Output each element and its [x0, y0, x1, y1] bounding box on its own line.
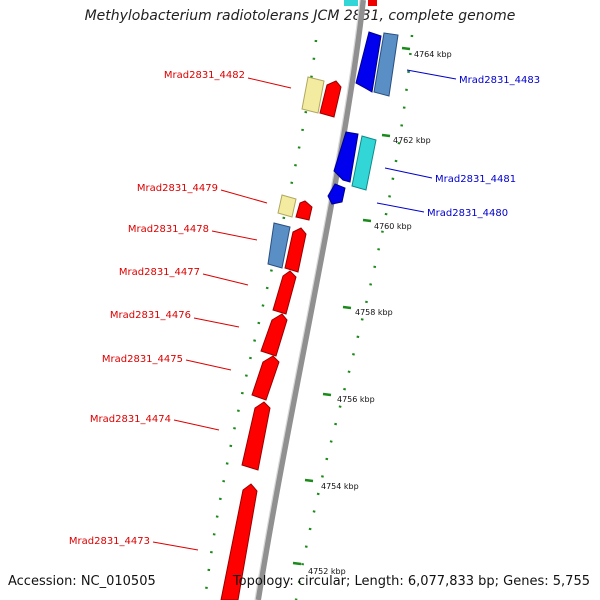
label-connector: [406, 69, 457, 80]
outer-tick-track: [294, 34, 414, 600]
scale-tick: [401, 46, 411, 51]
gene-label-reverse: Mrad2831_4481: [435, 174, 516, 185]
cyan-gene-4481: [351, 135, 377, 191]
label-connector: [152, 541, 199, 551]
gene-label-reverse: Mrad2831_4483: [459, 75, 540, 86]
cyan-gene-partial: [344, 0, 358, 6]
red-cds-4474: [241, 401, 271, 471]
label-connector: [384, 167, 433, 179]
gene-label-forward: Mrad2831_4474: [90, 414, 171, 425]
gene-label-forward: Mrad2831_4473: [69, 536, 150, 547]
label-connector: [376, 202, 425, 213]
gene-label-forward: Mrad2831_4475: [102, 354, 183, 365]
accession-text: Accession: NC_010505: [8, 574, 156, 589]
red-cds-4476: [260, 313, 288, 357]
scale-label: 4764 kbp: [414, 50, 452, 59]
red-cds-4473: [220, 483, 258, 600]
scale-tick: [342, 305, 352, 310]
blue-cds-4483a: [355, 31, 382, 93]
scale-label: 4756 kbp: [337, 395, 375, 404]
pale-yellow-gene-4482: [301, 76, 325, 114]
topology-text: Topology: circular; Length: 6,077,833 bp…: [232, 574, 590, 589]
scale-tick: [322, 392, 332, 397]
scale-label: 4760 kbp: [374, 222, 412, 231]
red-cds-4482: [319, 80, 342, 118]
label-connector: [202, 273, 249, 286]
gene-label-forward: Mrad2831_4478: [128, 224, 209, 235]
label-connector: [211, 230, 258, 241]
label-connector: [247, 77, 292, 89]
gene-label-reverse: Mrad2831_4480: [427, 208, 508, 219]
scale-label: 4754 kbp: [321, 482, 359, 491]
scale-label: 4752 kbp: [308, 567, 346, 576]
label-connector: [193, 317, 240, 328]
inner-tick-track: [203, 39, 318, 600]
scale-tick: [362, 218, 372, 223]
pale-yellow-gene-4479: [277, 194, 297, 218]
scale-tick: [381, 133, 391, 138]
steel-blue-gene-4478: [267, 222, 291, 269]
gene-label-forward: Mrad2831_4482: [164, 70, 245, 81]
blue-cds-4481: [333, 131, 359, 183]
red-cds-4478: [284, 227, 307, 273]
red-cds-4475: [251, 355, 280, 401]
scale-tick: [292, 561, 302, 566]
gene-label-forward: Mrad2831_4479: [137, 183, 218, 194]
genome-backbone-highlight: [254, 0, 361, 600]
gene-label-forward: Mrad2831_4477: [119, 267, 200, 278]
scale-label: 4758 kbp: [355, 308, 393, 317]
label-connector: [185, 359, 232, 371]
scale-tick: [304, 478, 314, 483]
scale-label: 4762 kbp: [393, 136, 431, 145]
map-title: Methylobacterium radiotolerans JCM 2831,…: [84, 8, 516, 24]
red-cds-partial: [368, 0, 377, 6]
red-cds-4477: [272, 270, 297, 315]
blue-cds-4480: [327, 183, 346, 205]
genome-backbone: [255, 0, 366, 600]
steel-blue-gene-4483: [373, 32, 399, 97]
gene-label-forward: Mrad2831_4476: [110, 310, 191, 321]
label-connector: [220, 189, 268, 204]
red-cds-4479: [295, 200, 313, 221]
label-connector: [173, 419, 220, 431]
scale-ticks: [292, 46, 411, 566]
